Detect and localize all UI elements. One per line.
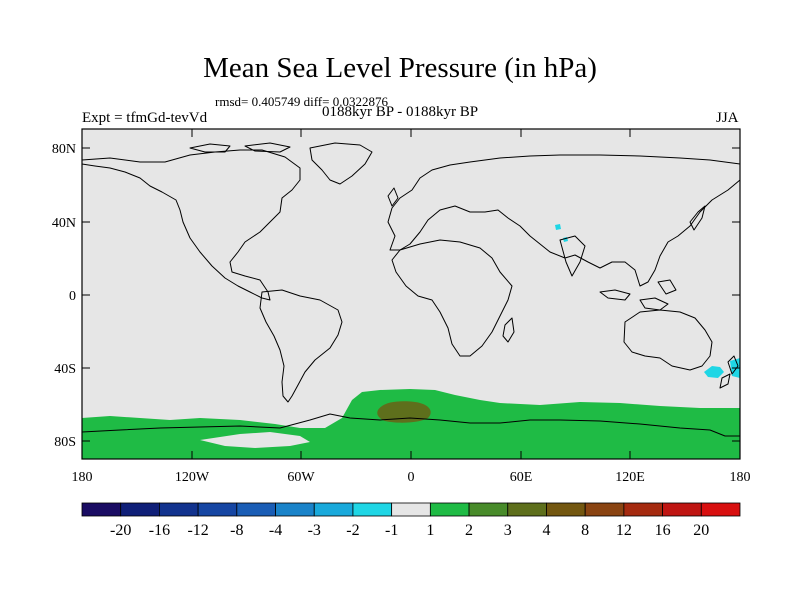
- colorbar-swatch: [662, 502, 702, 517]
- coastlines: [81, 142, 741, 437]
- antarctic-gap: [200, 432, 310, 448]
- uk-coastline: [387, 187, 399, 207]
- period-label: 0188kyr BP - 0188kyr BP: [322, 104, 479, 120]
- colorbar-swatch: [81, 502, 122, 517]
- colorbar-label: 16: [655, 522, 671, 539]
- colorbar-label: 20: [693, 522, 709, 539]
- colorbar-label: 8: [581, 522, 589, 539]
- north-america-coastline: [81, 149, 301, 301]
- southeast-asia-islands: [599, 279, 677, 311]
- colorbar-label: -3: [308, 522, 321, 539]
- colorbar-swatch: [429, 502, 470, 517]
- lat-axis: 80N 40N 0 40S 80S: [52, 142, 76, 450]
- south-america-coastline: [259, 289, 343, 403]
- colorbar-swatch: [623, 502, 663, 517]
- lon-axis: 180 120W 60W 0 60E 120E 180: [72, 470, 751, 485]
- colorbar-label: -16: [149, 522, 170, 539]
- colorbar-swatch: [352, 502, 393, 517]
- lon-tick-label: 120W: [175, 470, 210, 485]
- colorbar-swatch: [700, 502, 741, 517]
- colorbar-label: 2: [465, 522, 473, 539]
- lon-tick-label: 0: [408, 470, 415, 485]
- colorbar-label: -12: [187, 522, 208, 539]
- colorbar-swatch: [468, 502, 509, 517]
- colorbar-label: -8: [230, 522, 243, 539]
- arabian-sea-patch: [555, 224, 561, 230]
- colorbar-swatch: [120, 502, 160, 517]
- india-coastline: [559, 235, 586, 277]
- australia-coastline: [623, 309, 713, 371]
- antarctica-coastline: [81, 413, 740, 437]
- greenland-coastline: [309, 142, 373, 185]
- lon-tick-label: 180: [730, 470, 751, 485]
- colorbar-label: 4: [542, 522, 550, 539]
- colorbar-swatch: [159, 502, 199, 517]
- africa-coastline: [391, 239, 513, 357]
- colorbar-label: -4: [269, 522, 282, 539]
- axis-ticks: [81, 129, 741, 459]
- lat-tick-label: 40N: [52, 216, 76, 231]
- colorbar: -20 -16 -12 -8 -4 -3 -2 -1 1 2 3 4 8 12 16 20: [81, 502, 741, 539]
- south-atlantic-core: [377, 401, 431, 423]
- colorbar-swatch: [391, 502, 431, 517]
- colorbar-label: -20: [110, 522, 131, 539]
- new-zealand-coastline: [719, 355, 739, 389]
- lat-tick-label: 0: [69, 289, 76, 304]
- arctic-islands: [189, 142, 291, 153]
- europe-asia-coastline: [387, 154, 741, 287]
- lat-tick-label: 80S: [54, 435, 76, 450]
- colorbar-label: 1: [426, 522, 434, 539]
- stats-label: rmsd= 0.405749 diff= 0.0322876: [215, 94, 388, 109]
- lon-tick-label: 120E: [615, 470, 645, 485]
- lon-tick-label: 60W: [287, 470, 315, 485]
- colorbar-label: 12: [616, 522, 632, 539]
- lat-tick-label: 80N: [52, 142, 76, 157]
- anomaly-layer: [82, 224, 740, 459]
- tasman-sea-patch: [704, 366, 724, 378]
- madagascar-coastline: [502, 317, 515, 343]
- chart-title: Mean Sea Level Pressure (in hPa): [203, 52, 597, 84]
- lon-tick-label: 180: [72, 470, 93, 485]
- colorbar-swatch: [584, 502, 625, 517]
- japan-coastline: [689, 205, 706, 231]
- lat-tick-label: 40S: [54, 362, 76, 377]
- colorbar-label: -1: [385, 522, 398, 539]
- colorbar-swatch: [313, 502, 354, 517]
- colorbar-label: -2: [346, 522, 359, 539]
- colorbar-swatch: [236, 502, 276, 517]
- season-label: JJA: [716, 110, 739, 126]
- colorbar-swatch: [507, 502, 547, 517]
- colorbar-swatch: [197, 502, 238, 517]
- colorbar-swatch: [275, 502, 315, 517]
- lon-tick-label: 60E: [510, 470, 533, 485]
- experiment-label: Expt = tfmGd-tevVd: [82, 110, 208, 126]
- colorbar-swatch: [546, 502, 586, 517]
- colorbar-label: 3: [504, 522, 512, 539]
